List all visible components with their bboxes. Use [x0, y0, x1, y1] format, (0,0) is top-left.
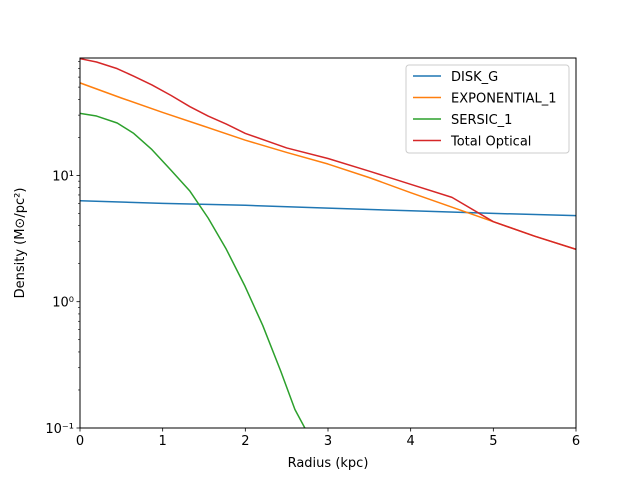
y-tick-label: 10⁻¹: [45, 422, 74, 437]
x-tick-label: 2: [241, 434, 249, 449]
x-tick-label: 0: [76, 434, 84, 449]
series-layer: [80, 58, 576, 428]
x-axis-label: Radius (kpc): [288, 456, 369, 471]
series-line-total-optical: [80, 58, 576, 251]
y-tick-label: 10¹: [52, 169, 74, 184]
x-tick-label: 4: [407, 434, 415, 449]
legend: DISK_G EXPONENTIAL_1 SERSIC_1 Total Optical: [405, 64, 570, 154]
x-tick-label: 5: [489, 434, 497, 449]
legend-label: Total Optical: [450, 135, 531, 150]
y-tick-label: 10⁰: [52, 296, 74, 311]
legend-box: [405, 64, 570, 154]
legend-label: SERSIC_1: [451, 113, 512, 128]
x-tick-label: 1: [159, 434, 167, 449]
x-tick-label: 3: [324, 434, 332, 449]
x-tick-label: 6: [572, 434, 580, 449]
series-line-disk-g: [80, 199, 576, 217]
series-line-sersic-1: [80, 112, 306, 428]
y-axis-label: Density (M⊙/pc²): [13, 188, 28, 299]
legend-label: EXPONENTIAL_1: [451, 92, 557, 107]
ticks-layer: 0 1 2 3 4 5 6 10⁻¹ 10⁰ 10¹: [45, 61, 580, 449]
legend-label: DISK_G: [451, 70, 498, 85]
